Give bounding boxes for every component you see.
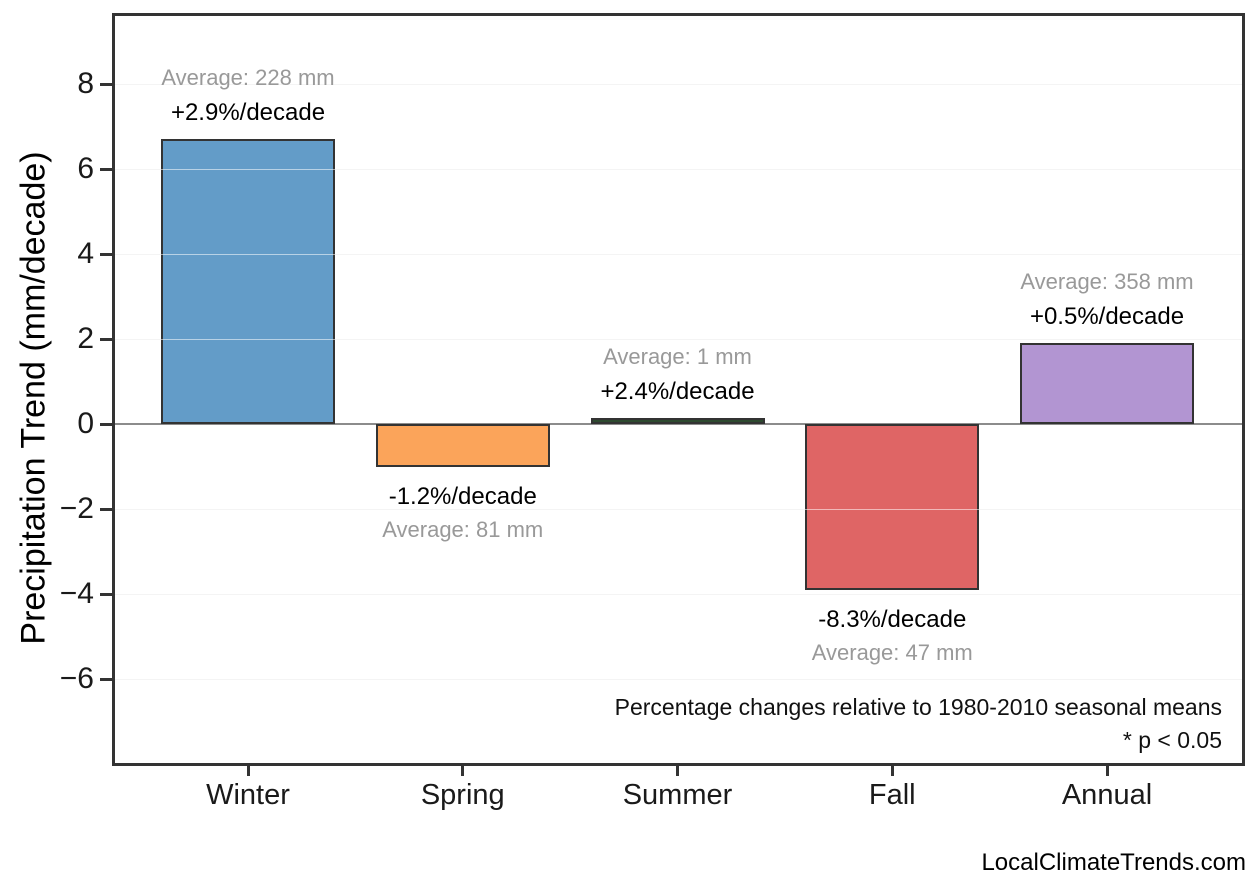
x-axis-label-summer: Summer bbox=[622, 779, 733, 811]
watermark: LocalClimateTrends.com bbox=[981, 849, 1246, 876]
x-tick-mark bbox=[246, 766, 250, 776]
y-tick-label: 4 bbox=[77, 237, 94, 270]
bar-avg-label: Average: 47 mm bbox=[811, 640, 973, 665]
bar-pct-label: -8.3%/decade bbox=[818, 606, 967, 633]
bar-spring bbox=[375, 424, 550, 467]
x-tick-mark bbox=[676, 766, 679, 776]
gridline-overlay bbox=[115, 339, 1242, 340]
bar-summer bbox=[590, 418, 765, 424]
y-tick-mark bbox=[100, 422, 112, 426]
bar-avg-label: Average: 81 mm bbox=[382, 517, 544, 542]
x-axis-label-annual: Annual bbox=[1061, 779, 1153, 811]
gridline-overlay bbox=[115, 84, 1242, 85]
bar-avg-label: Average: 228 mm bbox=[161, 65, 335, 90]
x-tick-mark bbox=[1105, 766, 1109, 776]
footnote: Percentage changes relative to 1980-2010… bbox=[615, 691, 1222, 757]
gridline-overlay bbox=[115, 169, 1242, 170]
x-axis-label-fall: Fall bbox=[868, 779, 916, 811]
gridline-overlay bbox=[115, 679, 1242, 680]
y-tick-mark bbox=[100, 82, 112, 86]
y-axis-title: Precipitation Trend (mm/decade) bbox=[14, 151, 53, 645]
bar-avg-label: Average: 358 mm bbox=[1020, 269, 1194, 294]
bar-pct-label: -1.2%/decade bbox=[388, 483, 537, 510]
y-tick-mark bbox=[100, 337, 112, 341]
x-axis-label-winter: Winter bbox=[206, 779, 290, 811]
footnote-line-2: * p < 0.05 bbox=[1122, 727, 1222, 753]
bar-avg-label: Average: 1 mm bbox=[603, 344, 752, 369]
footnote-line-1: Percentage changes relative to 1980-2010… bbox=[614, 694, 1222, 720]
gridline-overlay bbox=[115, 254, 1242, 255]
gridline-overlay bbox=[115, 509, 1242, 510]
bar-fall bbox=[805, 424, 980, 590]
y-tick-label: −4 bbox=[59, 577, 94, 610]
bar-winter bbox=[161, 139, 335, 424]
plot-area bbox=[112, 13, 1245, 766]
bar-pct-label: +2.4%/decade bbox=[600, 378, 755, 405]
x-tick-mark bbox=[890, 766, 894, 776]
y-tick-mark bbox=[100, 677, 112, 681]
y-tick-mark bbox=[100, 167, 112, 171]
y-tick-label: −2 bbox=[59, 492, 94, 525]
x-tick-mark bbox=[461, 766, 465, 776]
y-tick-label: 8 bbox=[77, 67, 94, 100]
bar-pct-label: +0.5%/decade bbox=[1029, 303, 1185, 330]
y-tick-mark bbox=[100, 252, 112, 256]
bar-pct-label: +2.9%/decade bbox=[170, 99, 326, 126]
x-axis-label-spring: Spring bbox=[420, 779, 505, 811]
bar-annual bbox=[1020, 343, 1194, 424]
y-tick-label: 0 bbox=[77, 407, 94, 440]
y-tick-mark bbox=[100, 507, 112, 511]
y-tick-label: 2 bbox=[77, 322, 94, 355]
zero-line bbox=[115, 423, 1242, 425]
y-tick-label: 6 bbox=[77, 152, 94, 185]
gridline-overlay bbox=[115, 594, 1242, 595]
y-tick-label: −6 bbox=[59, 662, 94, 695]
y-tick-mark bbox=[100, 592, 112, 596]
